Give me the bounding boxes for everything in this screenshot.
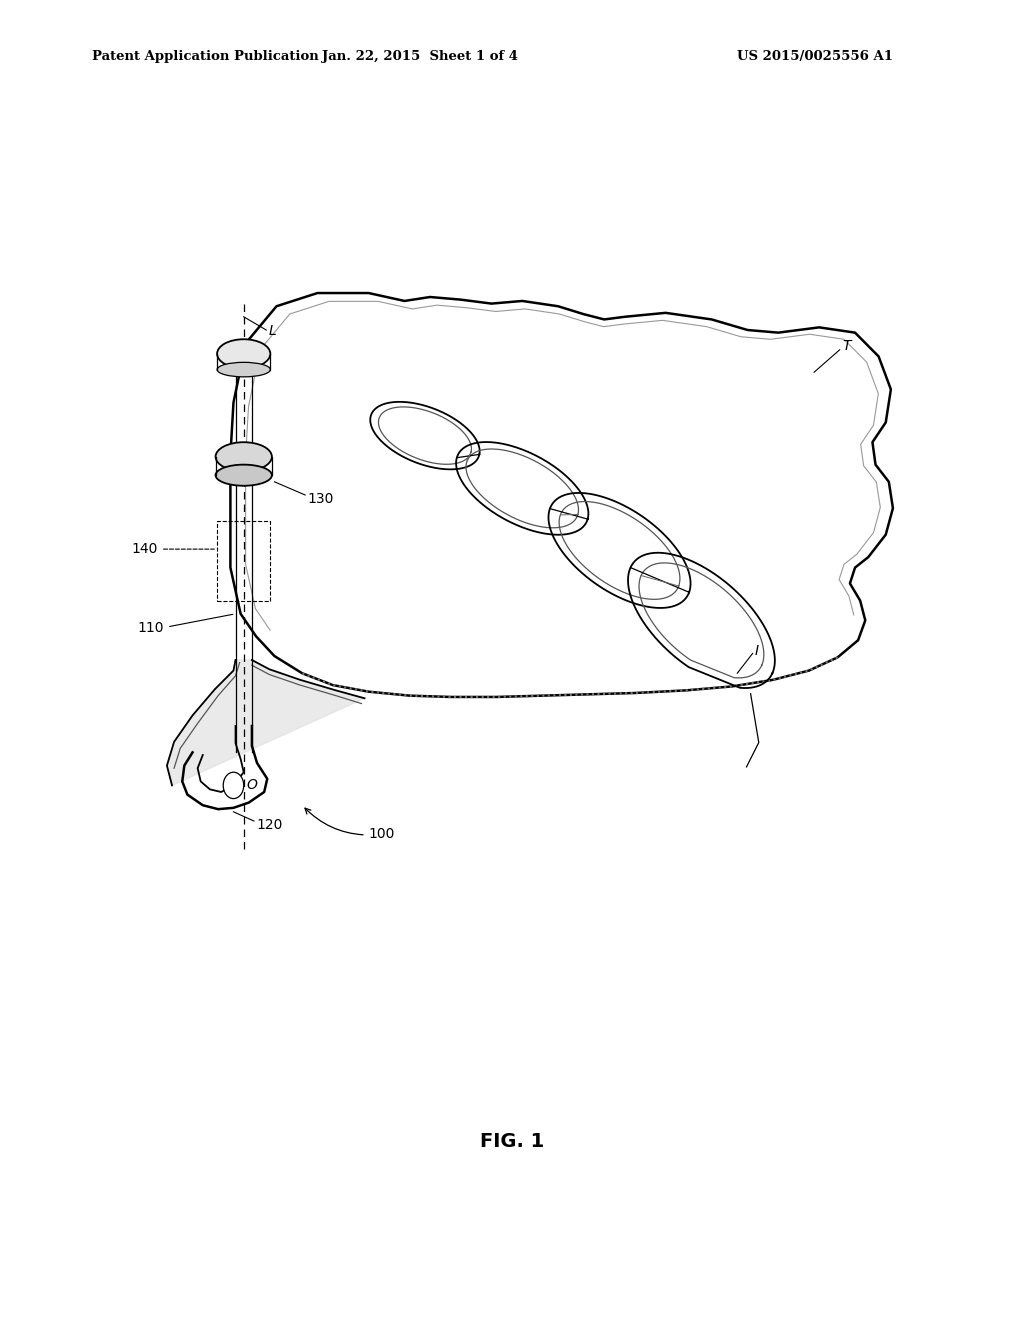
Text: 130: 130 xyxy=(307,492,334,506)
Text: Patent Application Publication: Patent Application Publication xyxy=(92,50,318,63)
Text: L: L xyxy=(268,325,276,338)
Text: 120: 120 xyxy=(256,818,283,832)
Text: 100: 100 xyxy=(305,808,395,841)
Ellipse shape xyxy=(215,442,272,471)
Text: T: T xyxy=(843,339,851,352)
Circle shape xyxy=(223,772,244,799)
Text: FIG. 1: FIG. 1 xyxy=(480,1133,544,1151)
Text: O: O xyxy=(247,779,258,792)
Text: 140: 140 xyxy=(131,543,158,556)
Ellipse shape xyxy=(217,339,270,368)
Text: US 2015/0025556 A1: US 2015/0025556 A1 xyxy=(737,50,893,63)
Polygon shape xyxy=(167,660,365,785)
Ellipse shape xyxy=(217,363,270,378)
Text: 110: 110 xyxy=(137,622,164,635)
Text: Jan. 22, 2015  Sheet 1 of 4: Jan. 22, 2015 Sheet 1 of 4 xyxy=(322,50,518,63)
Bar xyxy=(217,521,270,601)
Ellipse shape xyxy=(215,465,272,486)
Text: I: I xyxy=(755,644,759,657)
